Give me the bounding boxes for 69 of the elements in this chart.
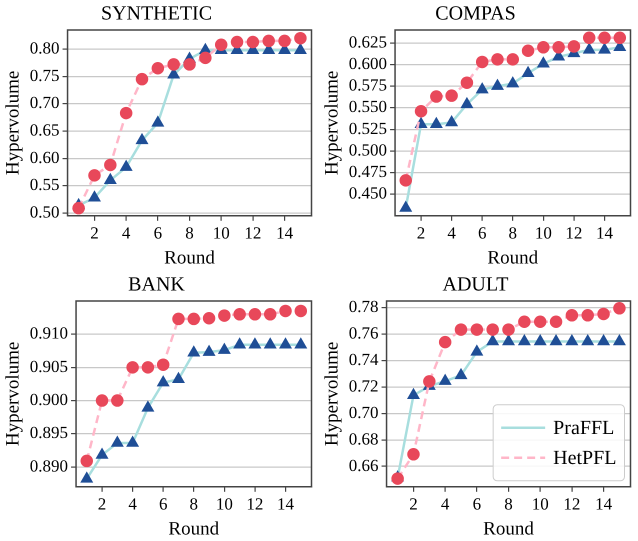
y-tick-label: 0.890 (30, 456, 68, 476)
x-tick-label: 2 (90, 223, 99, 242)
y-tick-label: 0.60 (30, 148, 60, 167)
y-tick-label: 0.475 (348, 162, 388, 182)
y-tick-label: 0.72 (348, 376, 379, 396)
y-tick-label: 0.75 (30, 66, 60, 85)
x-tick-label: 8 (504, 494, 513, 514)
y-tick-label: 0.65 (30, 120, 60, 140)
chart-title: SYNTHETIC (100, 2, 212, 24)
y-tick-label: 0.600 (348, 54, 388, 74)
x-tick-label: 6 (472, 494, 482, 514)
x-tick-label: 8 (190, 494, 198, 514)
legend-label: HetPFL (553, 447, 617, 470)
x-tick-label: 10 (216, 494, 233, 514)
x-tick-label: 14 (596, 223, 614, 242)
x-tick-label: 10 (534, 223, 552, 242)
x-tick-label: 4 (447, 223, 456, 242)
chart-title: BANK (128, 273, 186, 296)
x-tick-label: 12 (565, 223, 582, 242)
y-tick-label: 0.525 (348, 118, 388, 138)
y-axis-title: Hypervolume (2, 70, 24, 176)
y-tick-label: 0.80 (30, 38, 60, 58)
y-tick-label: 0.500 (348, 140, 388, 160)
y-tick-label: 0.625 (348, 32, 388, 52)
x-tick-label: 12 (244, 223, 262, 242)
y-tick-label: 0.55 (30, 175, 60, 194)
x-tick-label: 6 (154, 223, 162, 242)
x-tick-label: 2 (416, 223, 426, 242)
x-axis-title: Round (487, 248, 539, 269)
y-tick-label: 0.50 (30, 202, 60, 222)
x-tick-label: 8 (508, 223, 518, 242)
y-tick-label: 0.450 (348, 184, 388, 203)
x-tick-label: 4 (122, 223, 131, 242)
y-tick-label: 0.74 (348, 350, 380, 369)
legend-label: PraFFL (553, 417, 614, 440)
chart-title: COMPAS (435, 2, 516, 24)
x-axis-title: Round (168, 518, 220, 540)
x-tick-label: 14 (595, 494, 613, 514)
x-tick-label: 4 (440, 494, 450, 514)
y-tick-label: 0.910 (30, 324, 68, 343)
x-tick-label: 10 (532, 494, 549, 514)
y-tick-label: 0.70 (348, 402, 379, 422)
x-axis-title: Round (164, 248, 216, 269)
x-tick-label: 2 (409, 494, 418, 514)
x-tick-label: 4 (128, 494, 138, 514)
y-tick-label: 0.78 (348, 297, 379, 316)
y-tick-label: 0.575 (348, 76, 388, 95)
x-tick-label: 12 (563, 494, 580, 514)
x-tick-label: 6 (478, 223, 486, 242)
y-tick-label: 0.905 (30, 356, 68, 376)
y-tick-label: 0.900 (30, 390, 68, 410)
y-tick-label: 0.895 (30, 423, 68, 442)
chart-title: ADULT (442, 273, 508, 296)
y-axis-title: Hypervolume (2, 342, 24, 446)
y-axis-title: Hypervolume (321, 70, 342, 176)
x-tick-label: 6 (158, 494, 168, 514)
x-tick-label: 2 (98, 494, 106, 514)
y-tick-label: 0.550 (348, 97, 388, 116)
x-axis-title: Round (483, 518, 534, 540)
y-tick-label: 0.70 (30, 93, 60, 112)
x-tick-label: 14 (276, 223, 294, 242)
y-tick-label: 0.66 (348, 456, 379, 475)
y-tick-label: 0.68 (348, 429, 379, 448)
y-axis-title: Hypervolume (321, 342, 342, 446)
x-tick-label: 10 (212, 223, 230, 242)
x-tick-label: 12 (246, 494, 264, 514)
x-tick-label: 8 (185, 223, 194, 242)
y-tick-label: 0.76 (348, 324, 379, 343)
x-tick-label: 14 (277, 494, 295, 514)
